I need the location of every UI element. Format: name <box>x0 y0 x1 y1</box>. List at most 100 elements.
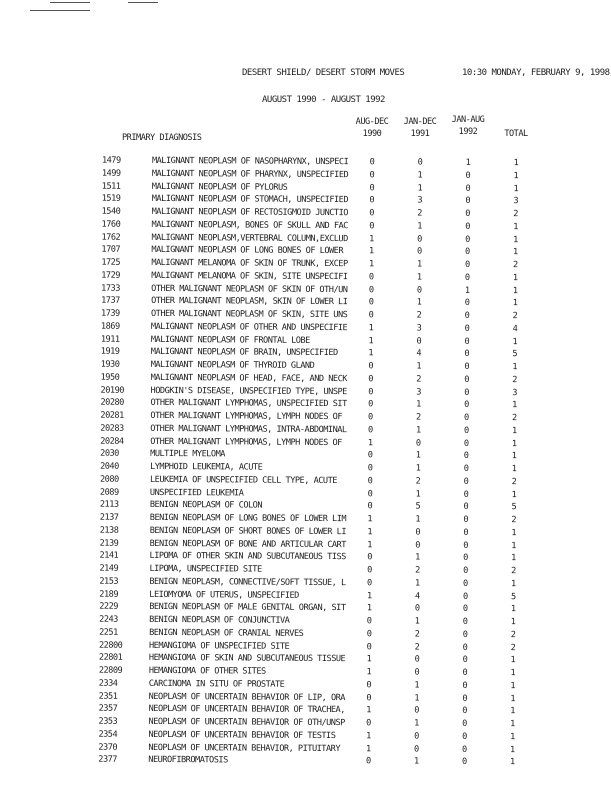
diagnosis-description: OTHER MALIGNANT LYMPHOMAS, INTRA-ABDOMIN… <box>150 423 347 435</box>
count-1990: 0 <box>367 565 372 576</box>
column-header-line: 1990 <box>362 129 382 139</box>
count-total: 2 <box>512 374 518 385</box>
count-1992: 0 <box>463 476 469 487</box>
diagnosis-code: 1729 <box>101 270 120 281</box>
count-1990: 0 <box>367 552 372 563</box>
count-1991: 1 <box>417 183 423 194</box>
count-1990: 0 <box>366 616 372 627</box>
diagnosis-code: 20283 <box>100 423 124 434</box>
count-1991: 2 <box>414 629 420 640</box>
count-1991: 0 <box>414 667 420 678</box>
diagnosis-description: BENIGN NEOPLASM OF COLON <box>149 500 263 511</box>
count-total: 5 <box>512 349 518 360</box>
diagnosis-code: 2377 <box>98 754 118 765</box>
count-total: 1 <box>509 757 515 768</box>
diagnosis-description: MULTIPLE MYELOMA <box>150 449 225 460</box>
count-1991: 5 <box>415 501 421 512</box>
column-header-total: TOTAL <box>504 129 528 139</box>
count-1991: 2 <box>416 310 422 321</box>
count-1990: 1 <box>367 514 373 525</box>
diagnosis-description: BENIGN NEOPLASM OF CRANIAL NERVES <box>149 627 304 639</box>
diagnosis-code: 1869 <box>100 321 120 332</box>
count-total: 1 <box>512 298 518 309</box>
diagnosis-description: OTHER MALIGNANT LYMPHOMAS, LYMPH NODES O… <box>150 410 343 423</box>
count-1991: 1 <box>413 756 419 767</box>
count-1991: 0 <box>414 705 419 716</box>
diagnosis-description: CARCINOMA IN SITU OF PROSTATE <box>148 678 285 690</box>
count-1992: 0 <box>464 349 470 360</box>
count-1992: 0 <box>464 272 470 283</box>
diagnosis-code: 2251 <box>99 627 118 638</box>
count-total: 1 <box>512 272 518 283</box>
diagnosis-code: 1707 <box>101 244 121 255</box>
count-1991: 0 <box>416 336 422 347</box>
count-1991: 1 <box>414 693 420 704</box>
count-total: 1 <box>513 247 518 258</box>
count-1992: 0 <box>465 247 470 258</box>
diagnosis-description: HEMANGIOMA OF UNSPECIFIED SITE <box>148 640 290 652</box>
diagnosis-description: LEIOMYOMA OF UTERUS, UNSPECIFIED <box>149 589 299 601</box>
count-1992: 0 <box>465 221 470 232</box>
count-1992: 0 <box>464 361 470 372</box>
count-1992: 0 <box>462 629 468 640</box>
count-1990: 1 <box>367 527 373 538</box>
count-total: 1 <box>511 578 516 589</box>
diagnosis-code: 2189 <box>99 589 119 600</box>
count-total: 1 <box>511 540 516 551</box>
count-1991: 1 <box>415 578 420 589</box>
diagnosis-description: BENIGN NEOPLASM OF BONE AND ARTICULAR CA… <box>149 538 346 550</box>
diagnosis-description: LIPOMA, UNSPECIFIED SITE <box>149 563 262 575</box>
count-total: 2 <box>510 629 516 640</box>
diagnosis-description: NEOPLASM OF UNCERTAIN BEHAVIOR OF TRACHE… <box>148 704 345 716</box>
diagnosis-code: 1762 <box>101 232 121 243</box>
diagnosis-code: 1733 <box>101 283 120 294</box>
count-total: 1 <box>512 400 517 411</box>
count-1991: 0 <box>415 540 420 551</box>
count-1991: 4 <box>416 348 422 359</box>
diagnosis-description: OTHER MALIGNANT NEOPLASM, SKIN OF LOWER … <box>151 296 348 308</box>
column-header-line: 1992 <box>458 127 478 137</box>
column-header-line: 1991 <box>410 129 430 139</box>
count-1992: 0 <box>462 642 468 653</box>
count-total: 1 <box>511 553 516 564</box>
diagnosis-code: 2141 <box>99 550 119 561</box>
report-datetime: 10:30 MONDAY, FEBRUARY 9, 1998 <box>462 68 610 78</box>
diagnosis-code: 1519 <box>101 193 121 204</box>
count-1991: 1 <box>417 170 423 181</box>
diagnosis-description: MALIGNANT NEOPLASM OF HEAD, FACE, AND NE… <box>150 372 347 384</box>
count-total: 1 <box>512 285 518 296</box>
count-total: 1 <box>512 336 518 347</box>
count-1992: 0 <box>464 387 469 398</box>
count-1991: 1 <box>416 272 422 283</box>
count-1990: 0 <box>366 628 372 640</box>
count-1990: 1 <box>366 603 372 614</box>
count-1992: 0 <box>462 718 467 729</box>
count-1991: 0 <box>414 731 419 742</box>
count-1991: 4 <box>414 591 420 602</box>
count-total: 1 <box>509 744 515 755</box>
count-1991: 1 <box>415 552 420 563</box>
count-1990: 0 <box>367 463 373 474</box>
count-1992: 0 <box>465 196 471 207</box>
column-header-jan-dec-1991: JAN-DEC 1991 <box>395 116 445 140</box>
count-1991: 0 <box>417 157 423 168</box>
diagnosis-code: 1930 <box>100 359 120 370</box>
count-1991: 1 <box>415 450 421 461</box>
count-1992: 0 <box>463 540 468 551</box>
diagnosis-description: NEUROFIBROMATOSIS <box>148 755 228 766</box>
count-1991: 3 <box>416 323 422 334</box>
count-1992: 0 <box>463 451 469 462</box>
count-1992: 0 <box>462 655 468 666</box>
count-total: 1 <box>510 693 516 704</box>
count-1992: 0 <box>464 310 470 321</box>
table-row: 2377 NEUROFIBROMATOSIS 0 1 0 1 <box>0 753 607 769</box>
count-1990: 1 <box>369 233 374 244</box>
count-1991: 1 <box>416 399 421 410</box>
diagnosis-code: 1479 <box>101 155 121 166</box>
count-total: 1 <box>510 731 515 742</box>
count-1992: 0 <box>462 667 468 678</box>
diagnosis-code: 20284 <box>100 436 124 447</box>
diagnosis-code: 2354 <box>98 729 118 740</box>
diagnosis-code: 2334 <box>98 678 118 689</box>
count-1991: 2 <box>415 476 421 487</box>
